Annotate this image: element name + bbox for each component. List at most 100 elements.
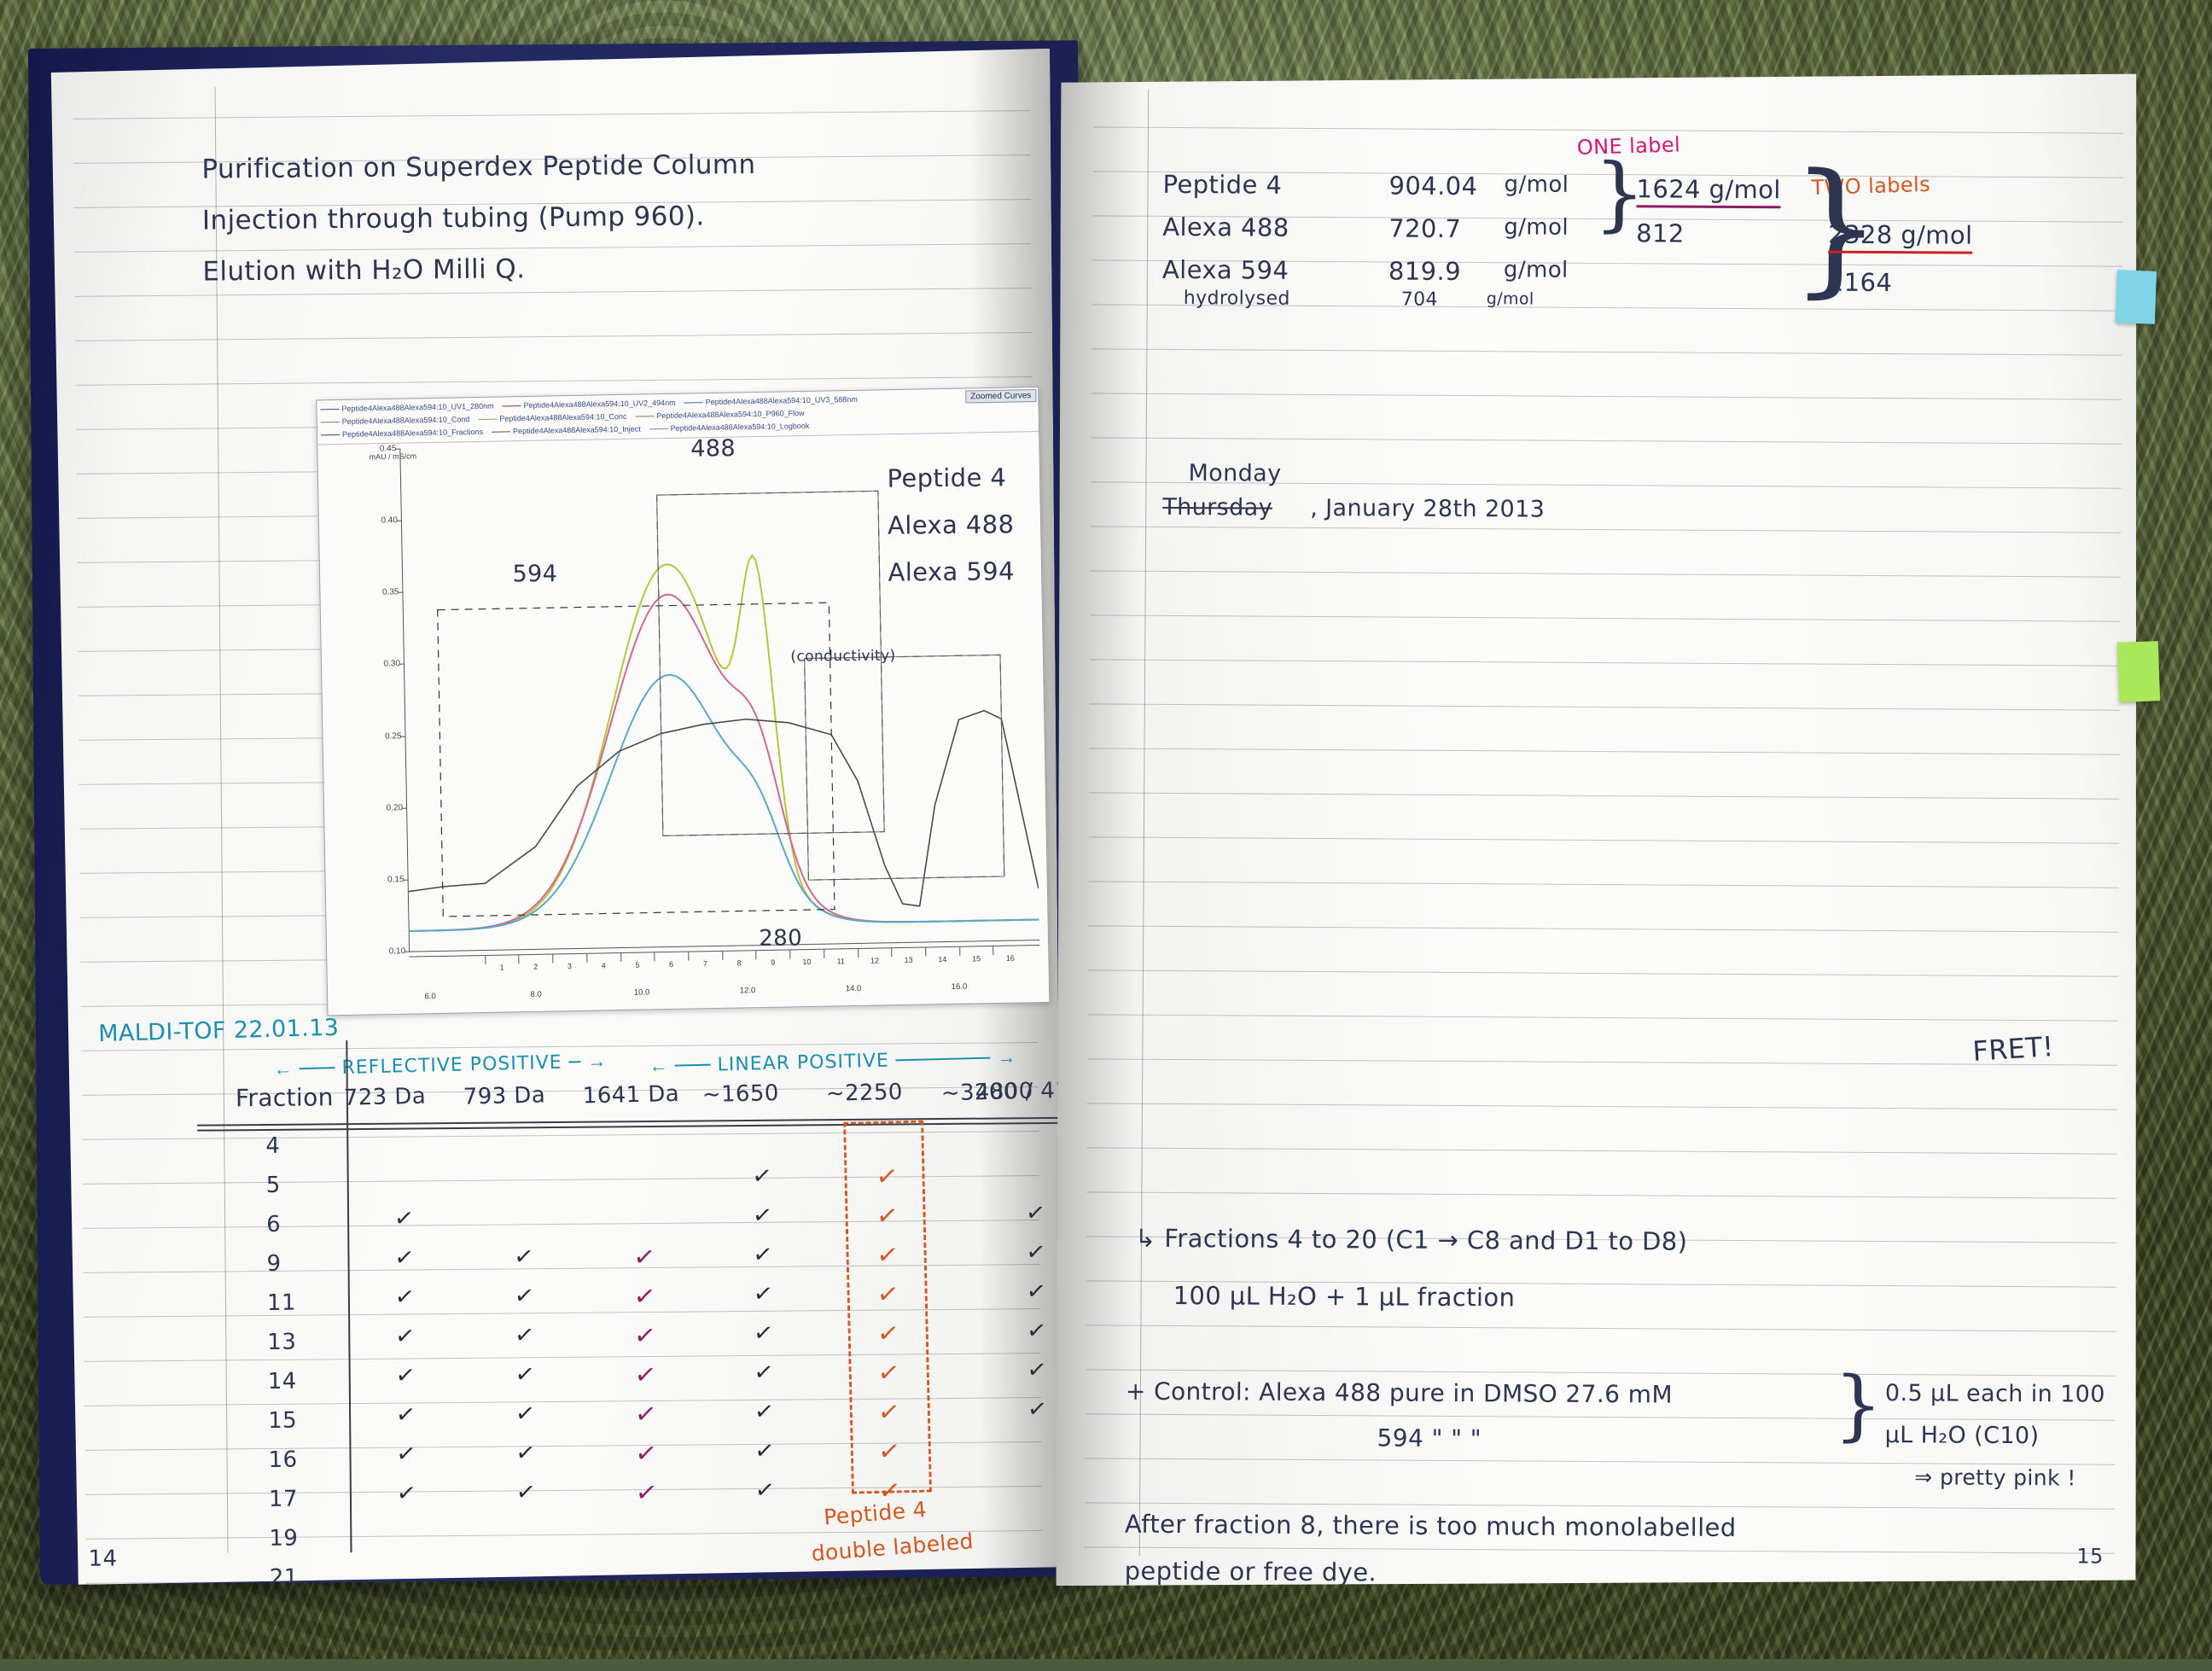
table-column-header: ~2250 bbox=[825, 1079, 904, 1107]
legend-swatch bbox=[503, 405, 521, 406]
mw-row-name: Peptide 4 bbox=[1162, 169, 1283, 200]
note-alexa-594: Alexa 594 bbox=[888, 556, 1016, 587]
orange-annotation-line-2: double labeled bbox=[810, 1528, 975, 1566]
mw-row-value: 819.9 bbox=[1388, 256, 1462, 287]
table-row-fraction: 14 bbox=[267, 1368, 297, 1394]
table-checkmark: ✓ bbox=[393, 1204, 416, 1233]
rule-line bbox=[1086, 1191, 2116, 1198]
table-row-fraction: 11 bbox=[266, 1290, 296, 1316]
mw-row-unit: g/mol bbox=[1504, 172, 1569, 198]
legend-swatch bbox=[649, 428, 668, 429]
fraction-tick bbox=[485, 956, 486, 964]
table-checkmark: ✓ bbox=[514, 1399, 537, 1429]
rule-line bbox=[1088, 969, 2117, 976]
table-column-header: 723 Da bbox=[343, 1083, 427, 1111]
table-checkmark: ✓ bbox=[632, 1319, 658, 1353]
one-label-value-2: 812 bbox=[1636, 218, 1685, 248]
table-checkmark: ✓ bbox=[512, 1281, 536, 1311]
table-row-fraction: 21 bbox=[269, 1564, 299, 1591]
note-dilution: 100 µL H₂O + 1 µL fraction bbox=[1173, 1280, 1516, 1313]
left-page: Purification on Superdex Peptide Column … bbox=[43, 49, 1063, 1585]
mw-row-unit: g/mol bbox=[1486, 289, 1534, 309]
header-rule bbox=[675, 1064, 711, 1067]
chromatogram-ytick bbox=[401, 736, 406, 737]
rule-line bbox=[1091, 437, 2121, 444]
fraction-number: 3 bbox=[567, 962, 573, 971]
table-checkmark: ✓ bbox=[513, 1360, 537, 1389]
legend-item: Peptide4Alexa488Alexa594:10_Logbook bbox=[649, 420, 810, 435]
chromatogram-flow-box bbox=[805, 655, 1004, 880]
arrow-right-icon: → bbox=[997, 1045, 1016, 1068]
date-rest: , January 28th 2013 bbox=[1310, 494, 1545, 523]
control-brace: } bbox=[1833, 1360, 1883, 1451]
fraction-tick bbox=[789, 950, 790, 958]
table-row-fraction: 19 bbox=[269, 1525, 299, 1552]
table-row-fraction: 9 bbox=[266, 1250, 282, 1277]
legend-item: Peptide4Alexa488Alexa594:10_Fractions bbox=[321, 426, 483, 441]
legend-swatch bbox=[478, 419, 497, 420]
chromatogram-xtick-label: 6.0 bbox=[424, 992, 436, 1002]
rule-line bbox=[1091, 614, 2120, 621]
rule-line bbox=[1090, 748, 2119, 754]
legend-label: Peptide4Alexa488Alexa594:10_Fractions bbox=[341, 427, 484, 439]
table-row-fraction: 15 bbox=[268, 1407, 298, 1434]
rule-line bbox=[1086, 1413, 2115, 1420]
fraction-number: 8 bbox=[736, 958, 742, 968]
chromatogram-ytick bbox=[402, 807, 407, 808]
fraction-tick bbox=[925, 947, 926, 956]
table-checkmark: ✓ bbox=[1024, 1237, 1048, 1267]
table-checkmark: ✓ bbox=[393, 1283, 416, 1312]
table-checkmark: ✓ bbox=[514, 1477, 538, 1507]
mw-row-unit: g/mol bbox=[1504, 214, 1569, 241]
table-checkmark: ✓ bbox=[632, 1359, 659, 1392]
legend-swatch bbox=[492, 431, 510, 432]
table-checkmark: ✓ bbox=[753, 1476, 777, 1505]
rule-line bbox=[1089, 792, 2118, 799]
rule-line bbox=[1091, 570, 2120, 577]
rule-line bbox=[1087, 1147, 2116, 1154]
fraction-number: 11 bbox=[836, 957, 845, 966]
note-fractions-range: ↳ Fractions 4 to 20 (C1 → C8 and D1 to D… bbox=[1134, 1223, 1688, 1256]
note-peptide-4: Peptide 4 bbox=[887, 463, 1007, 493]
table-checkmark: ✓ bbox=[393, 1322, 416, 1351]
fraction-tick bbox=[722, 952, 723, 960]
gutter-shadow-right bbox=[1052, 58, 1143, 1587]
chromatogram-trace bbox=[405, 668, 1039, 931]
legend-swatch bbox=[321, 434, 340, 435]
fraction-number: 2 bbox=[533, 962, 538, 971]
header-rule bbox=[569, 1061, 581, 1063]
fraction-number: 10 bbox=[802, 957, 812, 967]
mw-row-value: 720.7 bbox=[1388, 213, 1462, 244]
chromatogram-xtick-label: 16.0 bbox=[951, 981, 968, 992]
table-checkmark: ✓ bbox=[393, 1243, 416, 1272]
margin-line-left bbox=[214, 86, 228, 1552]
rule-line bbox=[1093, 126, 2122, 133]
chromatogram-xtick-label: 14.0 bbox=[845, 983, 862, 994]
fraction-number: 6 bbox=[669, 959, 674, 969]
table-corner-label: Fraction bbox=[235, 1083, 334, 1113]
chromatogram-marker-box bbox=[438, 603, 835, 917]
fraction-number: 4 bbox=[601, 961, 606, 970]
rule-line bbox=[1088, 1014, 2117, 1021]
fraction-number: 7 bbox=[702, 959, 707, 969]
rule-line bbox=[1087, 1103, 2116, 1109]
table-checkmark: ✓ bbox=[753, 1397, 776, 1427]
table-column-header: 793 Da bbox=[463, 1082, 546, 1110]
chromatogram-printout: Peptide4Alexa488Alexa594:10_UV1_280nm Pep… bbox=[316, 387, 1050, 1016]
sticky-note-blue[interactable] bbox=[2115, 270, 2157, 324]
fraction-tick bbox=[993, 946, 994, 955]
fraction-number: 12 bbox=[870, 956, 879, 965]
heading-line-1: Purification on Superdex Peptide Column bbox=[201, 148, 756, 185]
table-row-fraction: 5 bbox=[265, 1172, 281, 1198]
chromatogram-curves bbox=[400, 437, 1039, 951]
fraction-number: 9 bbox=[771, 958, 776, 967]
one-label-value-1: 1624 g/mol bbox=[1636, 174, 1780, 208]
sticky-note-green[interactable] bbox=[2116, 641, 2161, 702]
fraction-tick bbox=[858, 949, 859, 958]
table-checkmark: ✓ bbox=[752, 1319, 775, 1348]
heading-line-3: Elution with H₂O Milli Q. bbox=[202, 253, 526, 288]
note-alexa-488: Alexa 488 bbox=[887, 509, 1015, 540]
table-row-fraction: 17 bbox=[268, 1486, 298, 1512]
rule-line bbox=[1091, 348, 2121, 355]
mw-row-value: 704 bbox=[1400, 288, 1439, 311]
